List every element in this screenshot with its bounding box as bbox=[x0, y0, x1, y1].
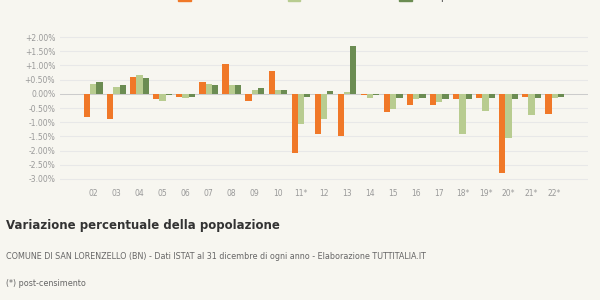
Bar bbox=[512, 94, 518, 100]
Bar bbox=[298, 94, 304, 124]
Bar bbox=[558, 94, 564, 97]
Bar bbox=[90, 84, 97, 94]
Bar bbox=[176, 94, 182, 97]
Bar bbox=[182, 94, 189, 98]
Text: COMUNE DI SAN LORENZELLO (BN) - Dati ISTAT al 31 dicembre di ogni anno - Elabora: COMUNE DI SAN LORENZELLO (BN) - Dati IST… bbox=[6, 252, 426, 261]
Bar bbox=[258, 88, 264, 94]
Text: Variazione percentuale della popolazione: Variazione percentuale della popolazione bbox=[6, 219, 280, 232]
Bar bbox=[413, 94, 419, 100]
Bar bbox=[314, 94, 321, 134]
Bar bbox=[235, 85, 241, 94]
Bar bbox=[107, 94, 113, 119]
Bar bbox=[373, 94, 379, 95]
Bar bbox=[153, 94, 160, 100]
Text: (*) post-censimento: (*) post-censimento bbox=[6, 279, 86, 288]
Bar bbox=[269, 71, 275, 94]
Bar bbox=[229, 85, 235, 94]
Bar bbox=[384, 94, 390, 112]
Bar bbox=[499, 94, 505, 173]
Bar bbox=[212, 85, 218, 94]
Bar bbox=[245, 94, 251, 101]
Bar bbox=[281, 90, 287, 94]
Bar bbox=[338, 94, 344, 136]
Bar bbox=[436, 94, 442, 102]
Bar bbox=[189, 94, 195, 97]
Bar bbox=[442, 94, 449, 100]
Bar bbox=[275, 90, 281, 94]
Bar bbox=[143, 78, 149, 94]
Bar bbox=[199, 82, 206, 94]
Bar bbox=[476, 94, 482, 98]
Bar bbox=[304, 94, 310, 97]
Bar bbox=[545, 94, 551, 114]
Legend: San Lorenzello, Provincia di BN, Campania: San Lorenzello, Provincia di BN, Campani… bbox=[175, 0, 473, 5]
Bar bbox=[321, 94, 327, 119]
Bar bbox=[206, 84, 212, 94]
Bar bbox=[397, 94, 403, 98]
Bar bbox=[327, 91, 334, 94]
Bar bbox=[223, 64, 229, 94]
Bar bbox=[505, 94, 512, 138]
Bar bbox=[488, 94, 495, 98]
Bar bbox=[160, 94, 166, 101]
Bar bbox=[84, 94, 90, 116]
Bar bbox=[551, 94, 558, 98]
Bar bbox=[251, 90, 258, 94]
Bar bbox=[367, 94, 373, 98]
Bar bbox=[166, 94, 172, 95]
Bar bbox=[136, 75, 143, 94]
Bar bbox=[390, 94, 397, 110]
Bar bbox=[453, 94, 459, 100]
Bar bbox=[113, 87, 119, 94]
Bar bbox=[350, 46, 356, 94]
Bar bbox=[97, 82, 103, 94]
Bar bbox=[535, 94, 541, 98]
Bar bbox=[430, 94, 436, 105]
Bar bbox=[482, 94, 488, 111]
Bar bbox=[292, 94, 298, 153]
Bar bbox=[130, 77, 136, 94]
Bar bbox=[344, 92, 350, 94]
Bar bbox=[459, 94, 466, 134]
Bar bbox=[522, 94, 529, 97]
Bar bbox=[407, 94, 413, 105]
Bar bbox=[119, 85, 126, 94]
Bar bbox=[419, 94, 425, 98]
Bar bbox=[466, 94, 472, 100]
Bar bbox=[529, 94, 535, 115]
Bar bbox=[361, 94, 367, 95]
